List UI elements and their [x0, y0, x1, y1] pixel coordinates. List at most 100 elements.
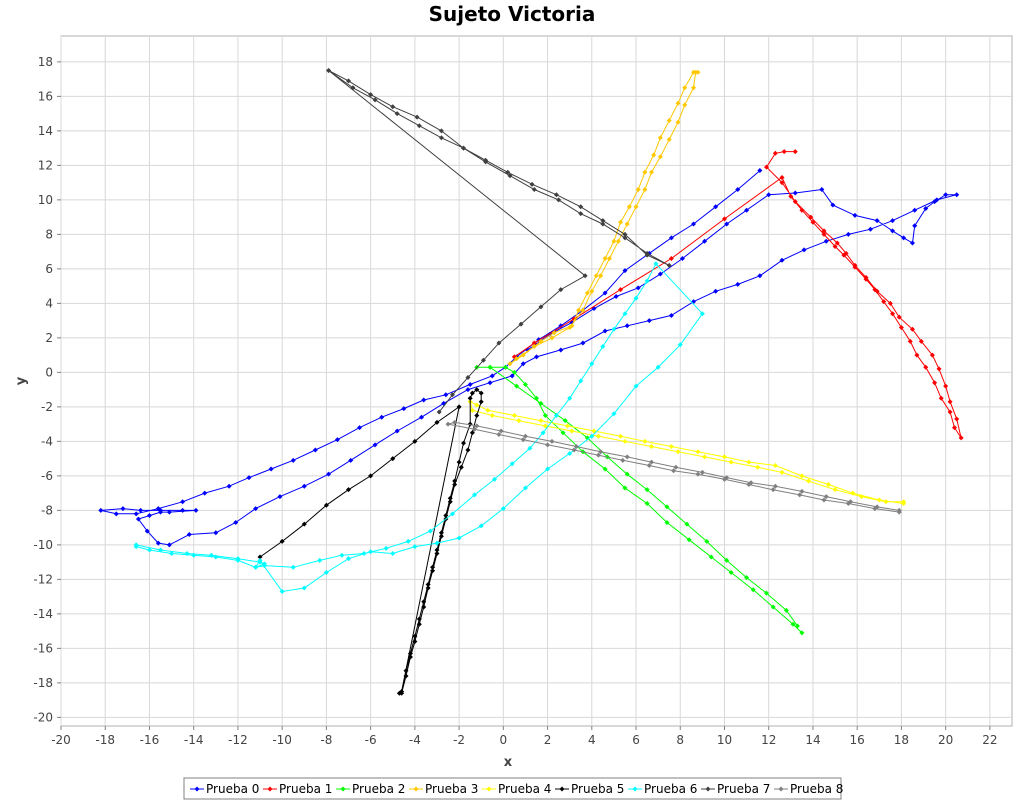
data-point [702, 238, 708, 244]
data-point [695, 449, 701, 455]
x-tick-label: -12 [228, 733, 248, 747]
data-point [896, 507, 902, 513]
data-point [489, 413, 495, 418]
data-point [721, 454, 727, 460]
data-point [507, 173, 513, 179]
data-point [474, 402, 480, 408]
data-point [704, 538, 710, 544]
data-point [456, 459, 462, 465]
data-point [622, 438, 628, 444]
data-point [724, 221, 730, 227]
series-6 [133, 261, 705, 594]
data-point [766, 192, 772, 198]
data-point [491, 476, 497, 482]
data-point [253, 564, 259, 570]
y-tick-label: 4 [45, 296, 53, 310]
series-line [136, 262, 704, 593]
data-point [684, 521, 690, 527]
legend-box [183, 777, 842, 800]
data-point [825, 482, 831, 487]
data-point [790, 621, 796, 627]
data-point [901, 235, 907, 241]
data-point [449, 511, 455, 517]
data-point [890, 218, 896, 224]
data-point [702, 454, 708, 460]
data-point [571, 447, 577, 453]
data-point [744, 575, 750, 581]
data-point [600, 344, 606, 349]
data-point [551, 330, 557, 336]
data-point [890, 311, 896, 317]
data-point [635, 187, 641, 193]
data-point [567, 325, 573, 331]
y-tick-label: 16 [38, 89, 53, 103]
data-point [326, 471, 332, 477]
data-point [503, 364, 509, 370]
data-point [677, 342, 683, 348]
legend-item: Prueba 4 [482, 782, 551, 796]
data-point [412, 438, 418, 444]
data-point [527, 445, 533, 451]
x-tick-label: 16 [850, 733, 865, 747]
data-point [848, 499, 854, 505]
data-point [202, 490, 208, 496]
data-point [779, 180, 785, 186]
y-tick-label: -2 [41, 400, 53, 414]
data-point [558, 347, 564, 353]
data-point [520, 437, 526, 443]
data-point [735, 281, 741, 287]
data-point [301, 483, 307, 489]
data-point [290, 564, 296, 570]
data-point [898, 325, 904, 331]
data-point [657, 271, 663, 277]
data-point [642, 438, 648, 444]
legend-item: Prueba 2 [336, 782, 405, 796]
data-point [832, 487, 838, 493]
data-point [651, 152, 657, 158]
data-point [622, 235, 628, 241]
data-point [801, 247, 807, 253]
data-point [465, 387, 471, 393]
data-point [633, 295, 639, 301]
data-point [859, 494, 865, 500]
data-point [467, 395, 473, 401]
data-point [461, 440, 467, 446]
data-point [407, 654, 413, 660]
data-point [783, 607, 789, 613]
data-point [624, 221, 630, 227]
data-point [496, 340, 502, 346]
data-point [874, 504, 880, 510]
data-point [430, 564, 436, 570]
data-point [545, 466, 551, 472]
y-axis-label: y [14, 376, 29, 385]
legend-label: Prueba 1 [279, 782, 332, 796]
data-point [485, 407, 491, 413]
data-point [120, 506, 126, 512]
data-point [357, 425, 363, 431]
data-point [649, 444, 655, 450]
data-point [772, 463, 778, 469]
data-point [180, 507, 186, 513]
data-point [564, 423, 570, 429]
legend: Prueba 0 Prueba 1 Prueba 2 Prueba 3 Prueba 4… [183, 777, 843, 800]
data-point [699, 469, 705, 475]
series-0 [98, 168, 960, 548]
data-point [500, 506, 506, 512]
series-7 [326, 68, 672, 415]
legend-label: Prueba 6 [644, 782, 697, 796]
data-point [936, 366, 942, 372]
data-point [584, 290, 590, 296]
data-point [613, 293, 619, 299]
data-point [421, 604, 427, 610]
data-point [531, 344, 537, 349]
data-point [770, 487, 776, 493]
data-point [235, 557, 241, 563]
data-point [909, 326, 915, 332]
y-tick-label: -12 [33, 572, 53, 586]
data-point [806, 478, 812, 484]
y-tick-label: -16 [33, 641, 53, 655]
data-point [578, 211, 584, 217]
data-point [686, 537, 692, 543]
